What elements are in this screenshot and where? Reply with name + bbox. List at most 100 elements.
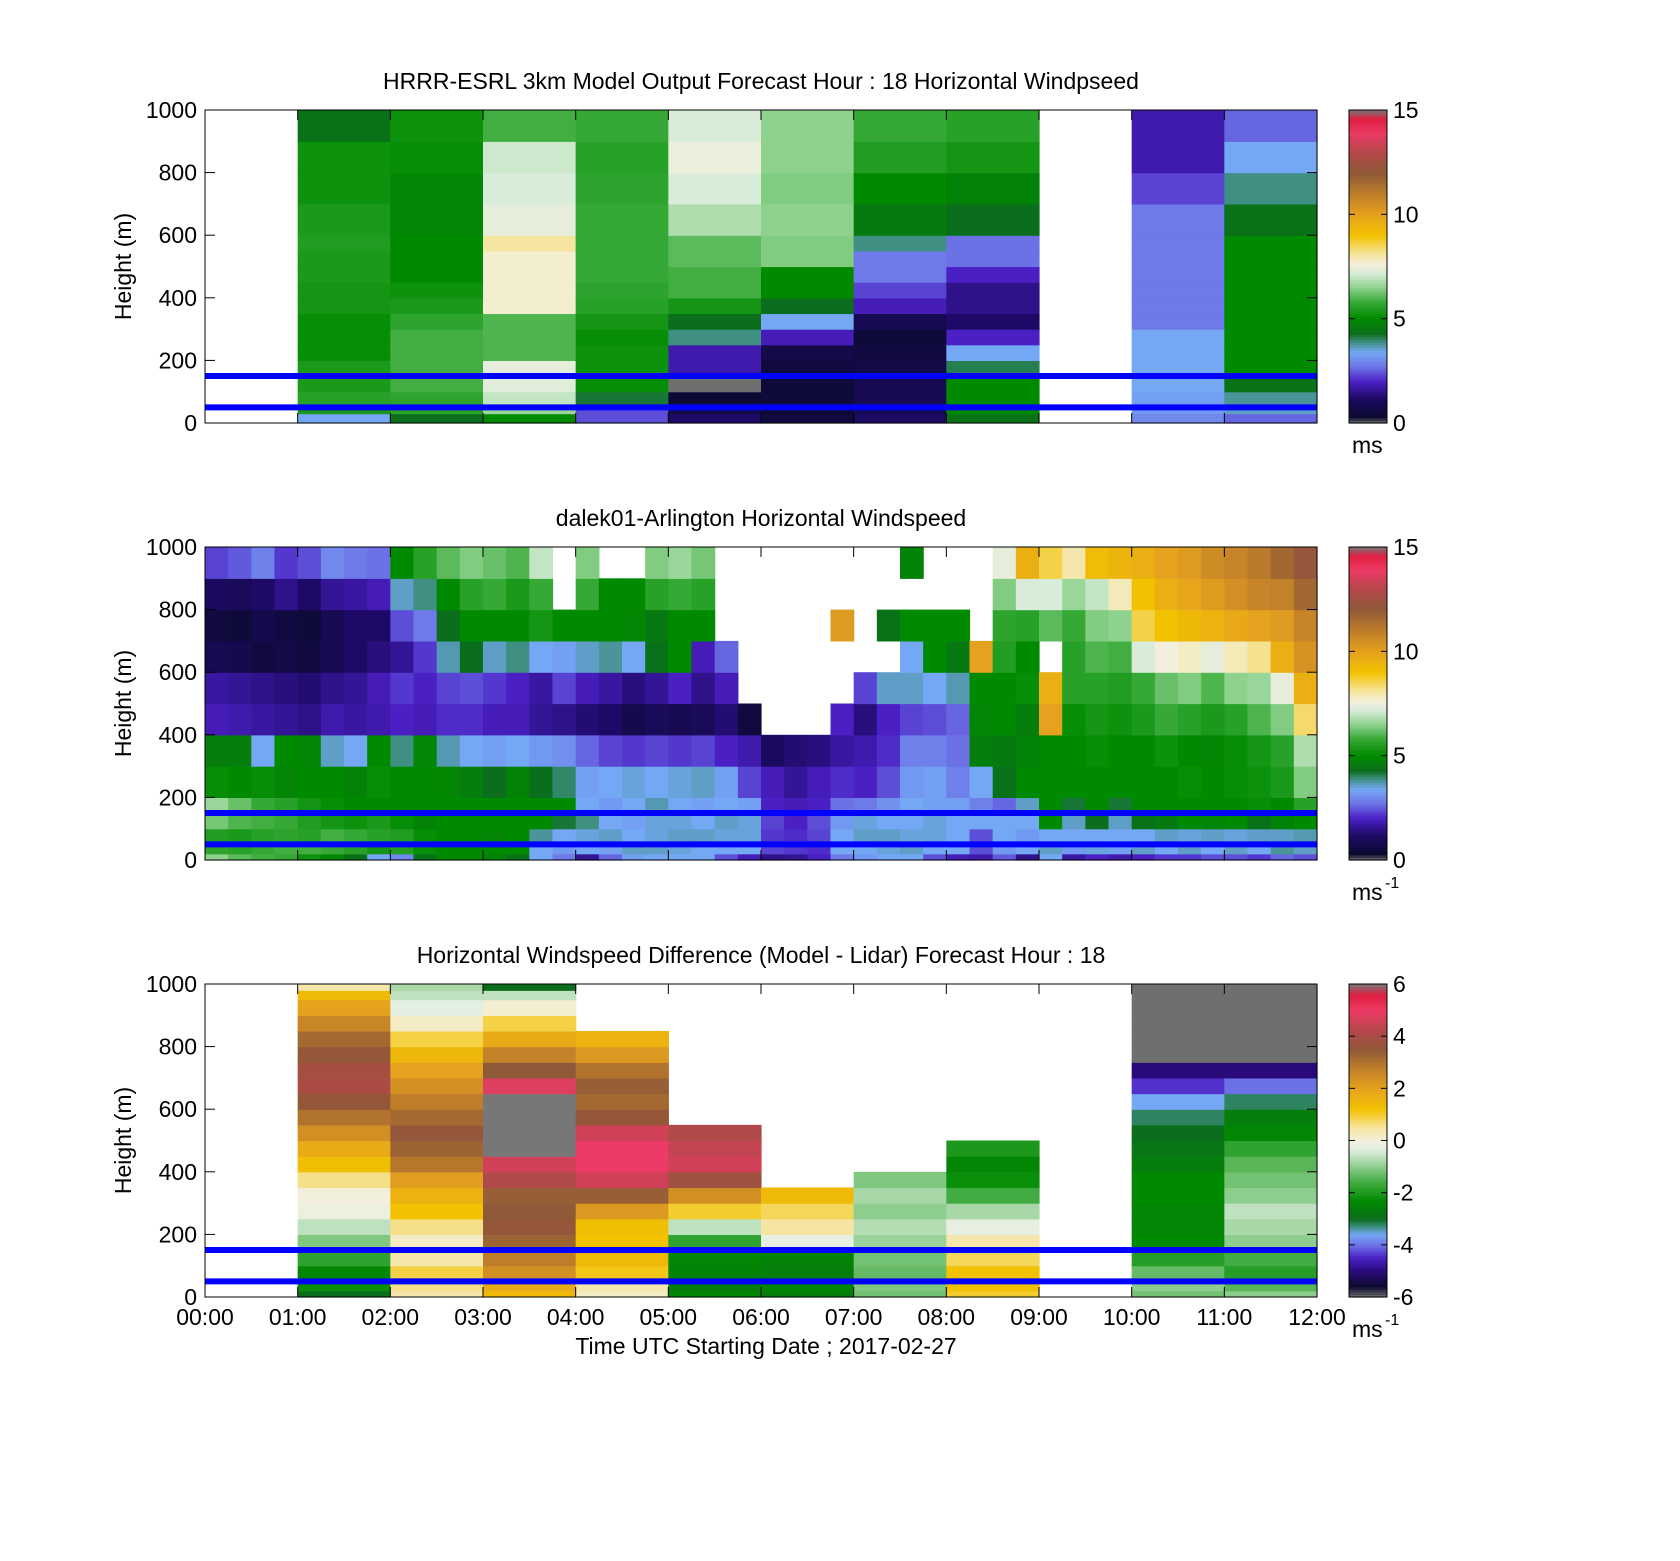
heatmap-cell xyxy=(853,413,947,424)
heatmap-cell xyxy=(622,672,646,705)
chart-title: Horizontal Windspeed Difference (Model -… xyxy=(417,942,1106,968)
heatmap-cell xyxy=(1131,250,1225,268)
colorbar-segment xyxy=(1349,547,1387,551)
heatmap-cell xyxy=(506,766,530,798)
heatmap-cell xyxy=(390,250,484,268)
heatmap-cell xyxy=(390,203,484,236)
heatmap-cell xyxy=(575,853,600,861)
heatmap-cell xyxy=(761,1218,855,1235)
heatmap-cell xyxy=(483,1265,577,1282)
heatmap-cell xyxy=(923,853,947,861)
colorbar-segment xyxy=(1349,578,1387,582)
heatmap-cell xyxy=(946,413,1040,424)
heatmap-cell xyxy=(1224,1109,1318,1126)
colorbar-segment xyxy=(1349,1200,1387,1204)
colorbar-segment xyxy=(1349,747,1387,752)
colorbar-segment xyxy=(1349,1101,1387,1105)
heatmap-cell xyxy=(251,609,276,642)
heatmap-cell xyxy=(1293,609,1318,642)
heatmap-cell xyxy=(483,1046,577,1063)
heatmap-cell xyxy=(344,547,368,579)
colorbar-segment xyxy=(1349,854,1387,858)
heatmap-cell xyxy=(1270,828,1295,845)
heatmap-cell xyxy=(297,1250,391,1267)
colorbar-segment xyxy=(1349,997,1387,1001)
heatmap-cell xyxy=(1131,1062,1225,1079)
heatmap-cell xyxy=(1131,391,1225,408)
heatmap-cell xyxy=(784,734,808,767)
heatmap-cell xyxy=(228,672,252,705)
heatmap-cell xyxy=(390,1140,484,1157)
heatmap-cell xyxy=(575,407,669,415)
heatmap-cell xyxy=(297,344,391,361)
heatmap-cell xyxy=(946,813,971,830)
heatmap-cell xyxy=(1154,734,1179,767)
heatmap-cell xyxy=(228,547,252,579)
heatmap-cell xyxy=(668,407,762,415)
heatmap-cell xyxy=(1247,828,1272,845)
heatmap-cell xyxy=(1247,853,1272,861)
colorbar-segment xyxy=(1349,297,1387,302)
heatmap-cell xyxy=(274,766,299,798)
colorbar-segment xyxy=(1349,190,1387,195)
colorbar-segment xyxy=(1349,1161,1387,1165)
heatmap-cell xyxy=(1201,640,1225,673)
heatmap-cell xyxy=(390,1218,484,1235)
colorbar-segment xyxy=(1349,177,1387,182)
heatmap-cell xyxy=(251,797,276,814)
heatmap-cell xyxy=(1224,391,1318,408)
heatmap-cell xyxy=(668,1171,762,1189)
heatmap-cell xyxy=(1131,609,1156,642)
colorbar-segment xyxy=(1349,1291,1387,1295)
heatmap-cell xyxy=(900,609,924,642)
colorbar-segment xyxy=(1349,1117,1387,1121)
colorbar-segment xyxy=(1349,399,1387,403)
heatmap-cell xyxy=(761,266,855,283)
heatmap-cell xyxy=(923,828,947,845)
heatmap-cell xyxy=(668,1218,762,1235)
heatmap-cell xyxy=(761,329,855,346)
heatmap-cell xyxy=(575,344,669,361)
colorbar-segment xyxy=(1349,376,1387,380)
colorbar-segment xyxy=(1349,557,1387,561)
heatmap-cell xyxy=(436,813,461,830)
heatmap-cell xyxy=(1293,640,1318,673)
heatmap-cell xyxy=(344,578,368,611)
heatmap-cell xyxy=(390,703,415,736)
heatmap-cell xyxy=(251,578,276,611)
heatmap-cell xyxy=(1131,1203,1225,1220)
heatmap-cell xyxy=(1062,853,1086,861)
colorbar-tick-label: 15 xyxy=(1393,534,1419,560)
colorbar-segment xyxy=(1349,989,1387,993)
heatmap-cell xyxy=(853,313,947,330)
heatmap-cell xyxy=(413,672,438,705)
panel-lidar: 0 200 400 600 800 1000 Height (m) dalek01-Arlin… xyxy=(110,505,1419,905)
heatmap-cell xyxy=(1015,844,1040,855)
colorbar-segment xyxy=(1349,805,1387,809)
heatmap-cell xyxy=(297,1030,391,1048)
heatmap-cell xyxy=(900,640,924,673)
colorbar-segment xyxy=(1349,169,1387,174)
heatmap-cell xyxy=(483,344,577,361)
heatmap-cell xyxy=(645,797,669,814)
colorbar-segment xyxy=(1349,732,1387,736)
heatmap-cell xyxy=(1085,734,1110,767)
heatmap-cell xyxy=(483,1156,577,1173)
heatmap-cell xyxy=(297,1124,391,1142)
heatmap-cell xyxy=(436,703,461,736)
heatmap-cell xyxy=(668,1203,762,1220)
heatmap-cell xyxy=(1270,853,1295,861)
colorbar-segment xyxy=(1349,708,1387,712)
colorbar-segment xyxy=(1349,363,1387,367)
colorbar-segment xyxy=(1349,596,1387,600)
colorbar-tick-label: 15 xyxy=(1393,97,1419,123)
heatmap-cell xyxy=(297,1140,391,1157)
heatmap-cell xyxy=(853,703,878,736)
heatmap-cell xyxy=(320,813,345,830)
colorbar-segment xyxy=(1349,1028,1387,1032)
colorbar-segment xyxy=(1349,412,1387,416)
heatmap-cell xyxy=(1108,734,1133,767)
colorbar-segment xyxy=(1349,417,1387,421)
heatmap-cell xyxy=(529,844,554,855)
colorbar-segment xyxy=(1349,1197,1387,1202)
